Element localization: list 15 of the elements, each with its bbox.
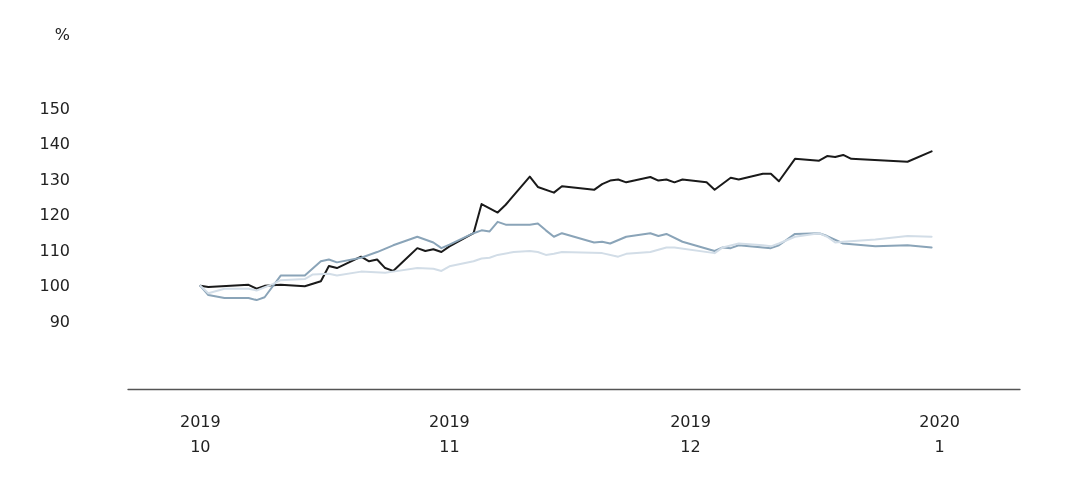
y-tick-label: 150 <box>39 98 70 118</box>
x-tick-label: 2019 10 <box>179 412 221 456</box>
x-tick-label: 2019 12 <box>670 412 711 456</box>
x-tick-label: 2019 11 <box>429 412 470 456</box>
line-series <box>199 232 933 295</box>
line-series <box>199 220 933 302</box>
y-tick-label: 120 <box>39 205 70 225</box>
line-series <box>199 150 933 290</box>
x-tick-label: 2020 1 <box>919 412 960 456</box>
y-tick-label: 140 <box>39 134 70 154</box>
y-tick-label: 110 <box>39 240 70 260</box>
y-tick-label: 90 <box>49 311 70 331</box>
y-tick-label: 100 <box>39 276 70 296</box>
y-axis-title: % <box>54 24 70 44</box>
y-tick-label: 130 <box>39 169 70 189</box>
